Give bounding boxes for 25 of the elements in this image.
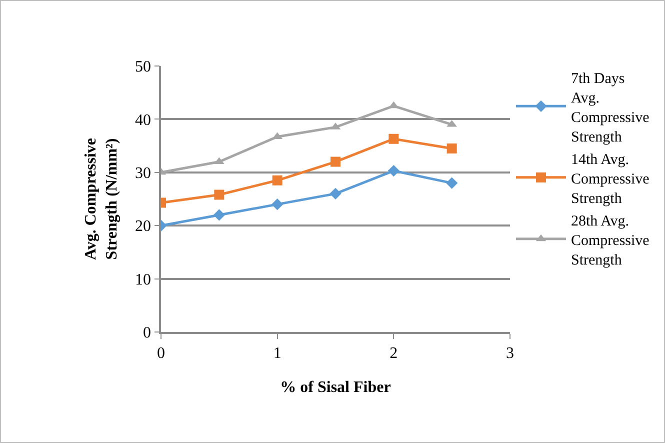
legend-label: 7th Days Avg. Compressive Strength [571,70,650,146]
legend-label: 14th Avg. Compressive Strength [571,152,650,207]
point [272,175,282,186]
point [446,177,458,189]
point [388,164,400,177]
point [330,156,340,167]
y-tick-label: 20 [135,218,152,236]
y-tick-label: 50 [135,58,152,76]
point [271,198,284,210]
x-tick-label: 1 [273,344,282,362]
point [446,143,457,154]
point [213,209,226,221]
y-tick-label: 10 [135,271,152,288]
x-tick-label: 0 [157,344,165,362]
y-tick-label: 40 [135,112,152,129]
x-tick-label: 3 [506,344,514,362]
point [388,134,399,144]
y-tick-label: 0 [143,324,152,342]
y-tick-label: 30 [135,165,152,182]
legend-label: 28th Avg. Compressive Strength [571,213,650,268]
y-axis-title: Avg. Compressive Strength (N/mm²) [82,138,120,260]
x-tick-label: 2 [390,344,398,362]
point [330,188,342,200]
point [214,190,224,200]
x-axis-title: % of Sisal Fiber [280,379,391,396]
